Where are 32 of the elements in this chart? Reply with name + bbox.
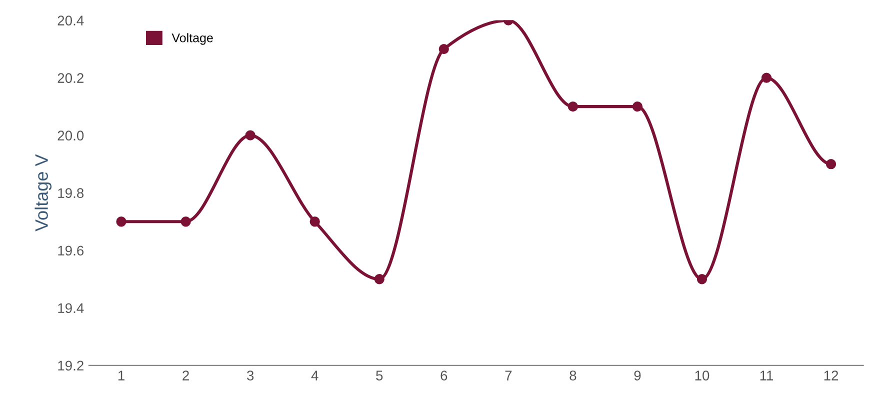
point bbox=[310, 216, 320, 227]
x-tick-label: 6 bbox=[440, 370, 448, 380]
x-tick-label: 7 bbox=[505, 370, 512, 380]
legend-label: Voltage bbox=[172, 33, 213, 45]
point bbox=[438, 44, 449, 54]
y-tick-label: 19.6 bbox=[58, 246, 84, 256]
point bbox=[245, 130, 256, 140]
point bbox=[632, 101, 643, 112]
x-tick-label: 12 bbox=[824, 370, 838, 380]
x-tick-label: 3 bbox=[246, 370, 254, 380]
y-tick-label: 20.2 bbox=[58, 73, 84, 83]
x-tick-label: 8 bbox=[570, 370, 576, 380]
x-tick-label: 9 bbox=[634, 370, 641, 380]
point bbox=[180, 216, 191, 227]
x-tick-label: 2 bbox=[182, 370, 189, 380]
y-tick-label: 19.4 bbox=[58, 303, 84, 314]
point bbox=[116, 216, 126, 227]
point bbox=[826, 159, 836, 170]
x-tick-label: 5 bbox=[376, 370, 383, 380]
x-tick-label: 1 bbox=[118, 370, 124, 380]
y-tick-label: 19.2 bbox=[58, 360, 84, 371]
point bbox=[568, 101, 578, 112]
y-tick-label: 20.0 bbox=[58, 130, 84, 141]
y-axis-title: Voltage V bbox=[34, 154, 52, 232]
point bbox=[761, 72, 772, 83]
y-tick-label: 20.4 bbox=[58, 16, 84, 26]
x-tick-label: 11 bbox=[760, 370, 774, 380]
x-tick-label: 10 bbox=[695, 370, 710, 380]
y-tick-label: 19.8 bbox=[58, 188, 84, 198]
point bbox=[374, 274, 384, 284]
x-tick-label: 4 bbox=[311, 370, 318, 380]
point bbox=[696, 274, 708, 284]
